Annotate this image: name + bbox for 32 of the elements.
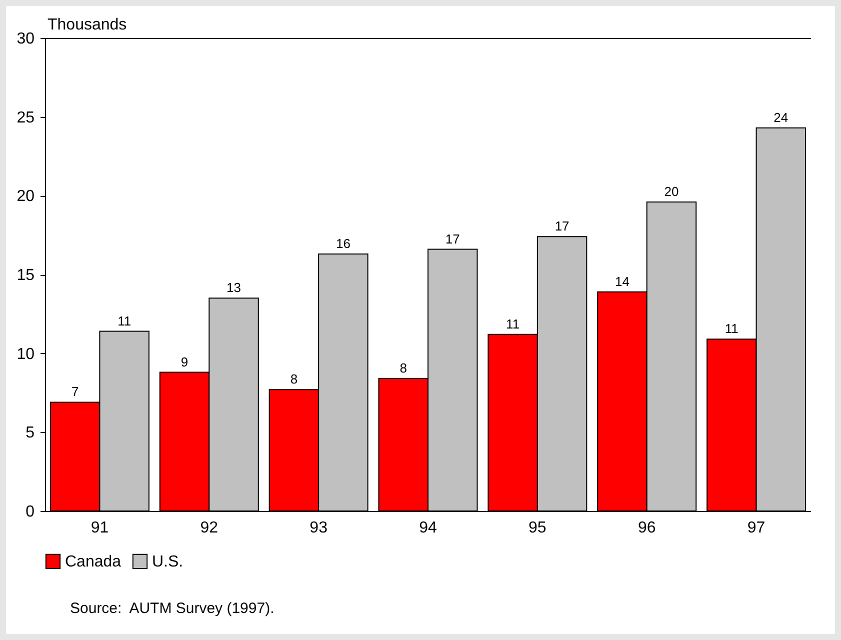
x-tick-label: 97 <box>747 520 766 536</box>
y-tick-label: 30 <box>16 30 35 48</box>
source-note: Source: AUTM Survey (1997). <box>70 600 274 617</box>
y-tick-label: 10 <box>16 346 35 363</box>
y-tick-label: 15 <box>16 267 35 284</box>
data-label: 11 <box>724 321 738 336</box>
x-tick-label: 91 <box>90 520 109 536</box>
x-tick-label: 92 <box>200 520 218 536</box>
data-label: 14 <box>615 274 630 289</box>
legend-label: U.S. <box>152 553 184 570</box>
data-label: 11 <box>506 316 520 332</box>
y-tick-label: 5 <box>26 424 35 442</box>
data-label: 7 <box>71 384 79 400</box>
x-tick-label: 93 <box>310 520 328 536</box>
data-label: 17 <box>554 218 570 234</box>
data-label: 8 <box>290 372 298 387</box>
y-tick-label: 20 <box>16 188 35 206</box>
x-tick-label: 96 <box>638 520 656 536</box>
x-tick-label: 95 <box>528 520 546 536</box>
data-label: 20 <box>664 184 679 199</box>
data-label: 24 <box>774 110 788 125</box>
data-label: 17 <box>445 231 460 246</box>
data-label: 8 <box>400 360 407 376</box>
data-label: 9 <box>180 354 188 370</box>
data-label: 16 <box>336 236 350 252</box>
legend-label: Canada <box>65 553 122 570</box>
data-label: 13 <box>226 280 241 296</box>
y-tick-label: 25 <box>16 109 35 126</box>
data-label: 11 <box>118 313 132 328</box>
y-axis-title: Thousands <box>48 16 127 34</box>
y-tick-label: 0 <box>26 504 35 520</box>
x-tick-label: 94 <box>419 520 437 536</box>
